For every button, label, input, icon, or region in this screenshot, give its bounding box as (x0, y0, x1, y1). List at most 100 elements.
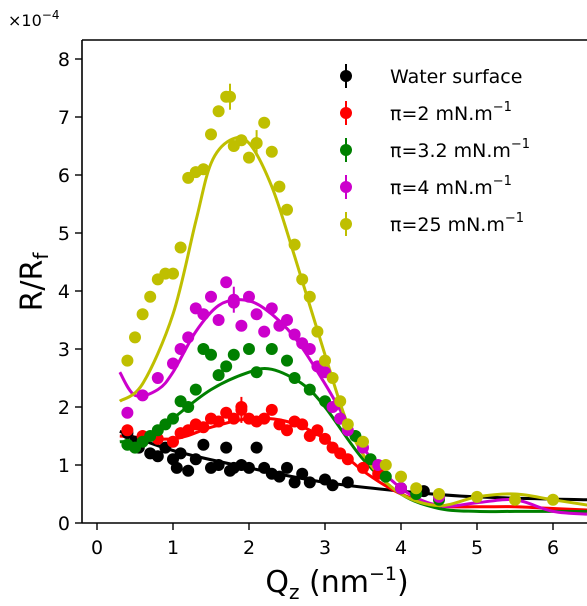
y-tick-label: 2 (58, 397, 70, 419)
x-tick-label: 0 (91, 537, 103, 559)
data-point-series-4 (296, 273, 309, 286)
fit-curve-series-4 (118, 135, 587, 508)
data-point-series-0 (182, 464, 195, 477)
data-point-series-2 (212, 369, 225, 382)
legend-label: π=2 mN.m−1 (390, 100, 512, 125)
data-point-series-2 (167, 412, 179, 425)
data-point-series-1 (197, 421, 210, 434)
data-point-series-4 (167, 267, 179, 280)
data-point-series-0 (189, 453, 202, 466)
data-point-series-3 (250, 308, 263, 321)
data-point-series-4 (471, 490, 483, 503)
data-point-series-0 (303, 476, 316, 489)
data-point-series-4 (357, 435, 369, 448)
y-axis-title: R/Rf (15, 252, 53, 312)
data-point-series-2 (220, 360, 233, 373)
data-point-series-3 (174, 343, 187, 355)
data-point-series-1 (167, 435, 179, 448)
y-tick-label: 4 (58, 281, 70, 303)
data-point-series-3 (243, 290, 255, 303)
data-point-series-3 (121, 406, 134, 419)
data-point-series-4 (433, 488, 445, 500)
data-point-series-0 (220, 441, 233, 454)
data-point-series-1 (235, 403, 248, 416)
data-point-series-3 (197, 308, 210, 321)
x-axis-title: Qz (nm−1) (265, 563, 408, 604)
data-point-series-4 (121, 354, 134, 367)
data-point-series-4 (129, 331, 141, 344)
x-tick-label: 6 (547, 537, 559, 559)
data-point-series-4 (288, 238, 301, 251)
data-point-series-4 (379, 459, 392, 471)
data-point-series-0 (281, 461, 293, 474)
data-point-series-0 (341, 476, 354, 489)
data-point-series-4 (326, 372, 339, 384)
data-point-series-4 (319, 354, 331, 367)
data-point-series-4 (273, 180, 286, 193)
data-point-series-4 (224, 90, 236, 103)
legend-label: Water surface (390, 66, 522, 88)
legend: Water surface π=2 mN.m−1 π=3.2 mN.m−1 π=4 m… (340, 64, 530, 236)
legend-marker (340, 218, 352, 230)
data-point-series-4 (334, 395, 347, 408)
data-point-series-0 (326, 479, 339, 492)
data-point-series-3 (303, 343, 316, 355)
data-point-series-4 (410, 482, 423, 495)
data-point-series-4 (303, 290, 316, 303)
y-tick-label: 5 (58, 223, 70, 245)
data-point-series-2 (288, 372, 301, 384)
x-tick-label: 1 (167, 537, 179, 559)
axis-ticks: 0 1 2 3 4 5 6 0 1 2 3 4 5 6 7 8 (58, 49, 559, 559)
data-point-series-4 (547, 493, 559, 506)
legend-label: π=25 mN.m−1 (390, 211, 524, 236)
y-scale-multiplier: ×10−4 (8, 8, 59, 30)
data-point-series-2 (379, 470, 392, 483)
data-point-series-0 (170, 461, 183, 474)
data-point-series-3 (212, 314, 225, 326)
data-point-series-4 (174, 241, 187, 254)
data-point-series-3 (395, 482, 407, 495)
x-tick-label: 3 (319, 537, 331, 559)
data-point-series-1 (281, 424, 293, 437)
data-point-series-0 (296, 467, 309, 480)
data-point-series-4 (144, 290, 157, 303)
legend-marker (340, 181, 352, 193)
data-point-series-4 (281, 203, 293, 216)
legend-label: π=4 mN.m−1 (390, 174, 512, 199)
data-point-series-2 (265, 343, 278, 355)
data-point-series-1 (296, 418, 309, 431)
data-point-series-3 (265, 302, 278, 315)
data-point-series-2 (205, 348, 217, 361)
data-point-series-4 (205, 128, 217, 141)
data-point-series-1 (357, 461, 369, 474)
data-point-series-1 (121, 424, 134, 437)
data-point-series-3 (227, 293, 240, 306)
data-point-series-1 (258, 412, 271, 425)
legend-marker (340, 70, 352, 82)
data-point-series-0 (212, 459, 225, 471)
y-tick-label: 1 (58, 455, 70, 477)
data-point-series-1 (319, 432, 331, 445)
data-point-series-4 (136, 308, 149, 321)
y-tick-label: 6 (58, 165, 70, 187)
data-point-series-4 (311, 325, 324, 338)
data-point-series-3 (182, 331, 195, 344)
x-tick-label: 5 (471, 537, 483, 559)
data-point-series-3 (235, 319, 248, 332)
data-point-series-2 (281, 354, 293, 367)
data-point-series-4 (265, 145, 278, 158)
data-point-series-4 (197, 163, 210, 176)
data-point-series-2 (243, 343, 255, 355)
data-point-series-4 (341, 418, 354, 431)
legend-marker (340, 107, 352, 119)
x-tick-label: 4 (395, 537, 407, 559)
y-tick-label: 7 (58, 107, 70, 129)
data-point-series-2 (182, 401, 195, 413)
data-point-series-3 (288, 328, 301, 341)
data-point-series-0 (197, 438, 210, 451)
x-tick-label: 2 (243, 537, 255, 559)
data-point-series-1 (227, 412, 240, 425)
data-point-series-4 (395, 470, 407, 483)
data-point-series-3 (258, 325, 271, 338)
data-point-series-1 (341, 453, 354, 466)
